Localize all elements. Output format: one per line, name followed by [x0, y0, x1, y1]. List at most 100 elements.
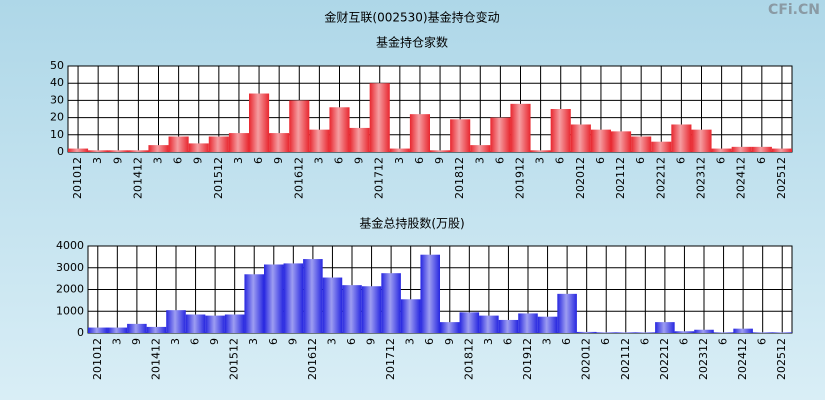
bar	[635, 332, 656, 333]
x-tick-label: 6	[345, 338, 358, 345]
bar	[631, 136, 652, 152]
y-tick-label: 50	[50, 59, 64, 72]
x-tick-label: 3	[473, 157, 486, 164]
x-tick-label: 6	[674, 157, 687, 164]
x-tick-label: 6	[189, 338, 202, 345]
bar	[88, 327, 108, 333]
x-tick-label: 6	[715, 157, 728, 164]
x-tick-label: 3	[482, 338, 495, 345]
bar	[752, 332, 773, 333]
bar	[166, 310, 186, 333]
watermark: CFi.CN	[768, 2, 820, 18]
x-tick-label: 6	[333, 157, 346, 164]
bar	[694, 329, 714, 333]
bar	[713, 332, 734, 333]
bar	[369, 83, 390, 152]
bar	[498, 319, 519, 333]
bar	[596, 332, 616, 333]
y-tick-label: 40	[50, 76, 64, 89]
x-tick-label: 201912	[514, 157, 527, 199]
bar	[691, 129, 712, 152]
bar	[168, 136, 189, 152]
x-tick-label: 6	[634, 157, 647, 164]
x-tick-label: 3	[152, 157, 165, 164]
bar	[537, 316, 558, 333]
bar	[127, 323, 147, 333]
x-tick-label: 201912	[521, 338, 534, 380]
x-tick-label: 6	[267, 338, 280, 345]
bar	[107, 327, 128, 333]
bar	[733, 328, 753, 333]
bar	[146, 326, 167, 333]
bar	[479, 315, 499, 333]
x-tick-label: 6	[423, 338, 436, 345]
bar	[303, 259, 323, 333]
y-tick-label: 1000	[56, 304, 84, 317]
bar	[570, 124, 591, 152]
x-tick-label: 202012	[574, 157, 587, 199]
x-tick-label: 202412	[736, 338, 749, 380]
bar	[671, 124, 692, 152]
x-tick-label: 3	[534, 157, 547, 164]
bar	[224, 314, 245, 333]
x-tick-label: 6	[756, 338, 769, 345]
bar	[576, 331, 597, 333]
x-tick-label: 202412	[735, 157, 748, 199]
x-tick-label: 3	[110, 338, 123, 345]
y-tick-label: 30	[50, 93, 64, 106]
x-tick-label: 9	[286, 338, 299, 345]
x-tick-label: 6	[638, 338, 651, 345]
x-tick-label: 6	[172, 157, 185, 164]
bar	[771, 148, 792, 152]
bar	[68, 148, 89, 152]
x-tick-label: 202112	[619, 338, 632, 380]
x-tick-label: 6	[554, 157, 567, 164]
x-tick-label: 3	[404, 338, 417, 345]
bar	[381, 273, 401, 333]
bar	[711, 148, 732, 152]
x-tick-label: 3	[247, 338, 260, 345]
x-tick-label: 6	[252, 157, 265, 164]
bar	[409, 114, 430, 152]
x-tick-label: 9	[365, 338, 378, 345]
x-tick-label: 9	[353, 157, 366, 164]
bar	[490, 117, 511, 152]
x-tick-label: 201612	[306, 338, 319, 380]
bar	[440, 322, 460, 333]
x-tick-label: 201512	[228, 338, 241, 380]
bar	[128, 150, 149, 152]
bar	[108, 150, 129, 152]
y-tick-label: 3000	[56, 261, 84, 274]
x-tick-label: 9	[111, 157, 124, 164]
y-tick-label: 2000	[56, 283, 84, 296]
x-tick-label: 6	[677, 338, 690, 345]
x-tick-label: 3	[169, 338, 182, 345]
x-tick-label: 201412	[149, 338, 162, 380]
x-tick-label: 9	[208, 338, 221, 345]
bar	[651, 141, 672, 152]
x-tick-label: 202212	[658, 338, 671, 380]
bar	[329, 107, 350, 152]
x-tick-label: 201612	[292, 157, 305, 199]
x-tick-label: 201012	[71, 157, 84, 199]
x-tick-label: 3	[325, 338, 338, 345]
bar	[264, 264, 284, 333]
x-tick-label: 201412	[131, 157, 144, 199]
x-tick-label: 6	[755, 157, 768, 164]
bar	[389, 148, 410, 152]
x-tick-label: 3	[393, 157, 406, 164]
x-tick-label: 202512	[775, 338, 788, 380]
bar	[88, 150, 109, 152]
x-tick-label: 6	[413, 157, 426, 164]
x-tick-label: 202112	[614, 157, 627, 199]
x-tick-label: 201012	[91, 338, 104, 380]
bar	[751, 146, 772, 152]
bar	[361, 286, 382, 333]
bar	[611, 131, 632, 152]
bar	[655, 322, 675, 333]
x-tick-label: 201512	[212, 157, 225, 199]
bar	[188, 143, 209, 152]
bar	[430, 150, 451, 152]
x-tick-label: 6	[599, 338, 612, 345]
